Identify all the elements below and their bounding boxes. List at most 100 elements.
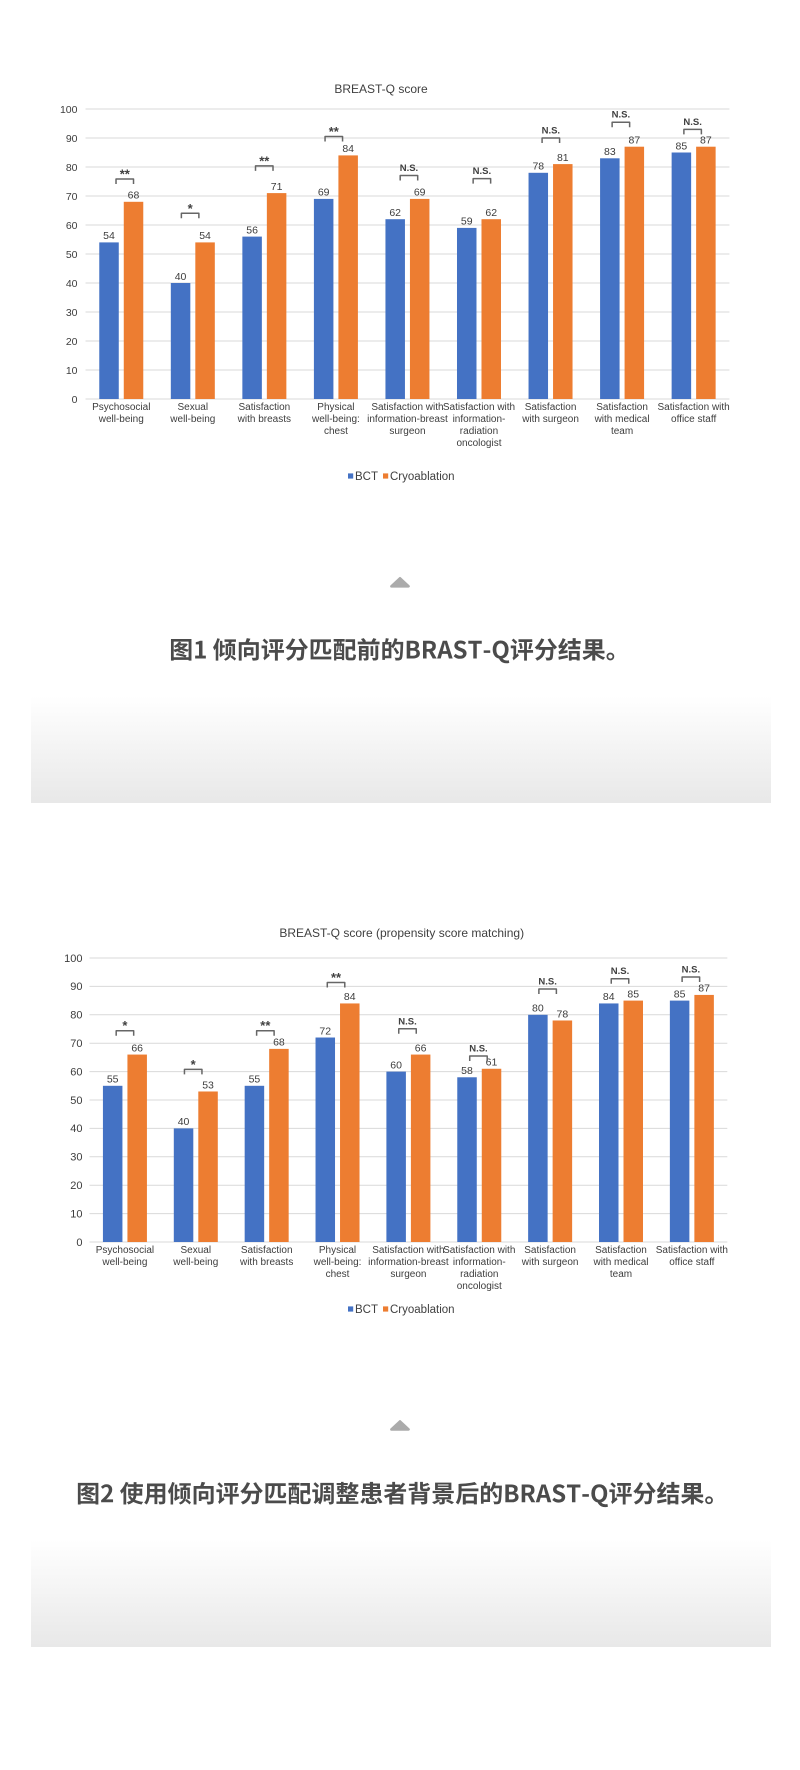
svg-text:N.S.: N.S. (473, 166, 491, 177)
svg-text:20: 20 (70, 1180, 82, 1192)
svg-text:N.S.: N.S. (682, 965, 700, 976)
svg-text:Satisfaction: Satisfaction (239, 402, 291, 413)
svg-text:team: team (611, 426, 633, 437)
svg-text:68: 68 (273, 1037, 285, 1049)
svg-text:80: 80 (66, 162, 78, 174)
svg-text:with breasts: with breasts (239, 1257, 293, 1268)
svg-text:0: 0 (76, 1237, 82, 1249)
svg-text:40: 40 (66, 278, 78, 290)
svg-text:100: 100 (60, 104, 78, 116)
svg-text:68: 68 (128, 190, 140, 202)
svg-text:Psychosocial: Psychosocial (92, 402, 150, 413)
svg-text:54: 54 (199, 230, 211, 242)
svg-text:Sexual: Sexual (178, 402, 209, 413)
svg-text:N.S.: N.S. (469, 1044, 487, 1055)
svg-text:information-breast: information-breast (368, 1257, 449, 1268)
svg-text:BREAST-Q score: BREAST-Q score (334, 82, 428, 96)
svg-text:62: 62 (389, 207, 401, 219)
svg-text:53: 53 (202, 1079, 214, 1091)
svg-text:78: 78 (532, 161, 544, 173)
svg-text:Satisfaction with: Satisfaction with (656, 1245, 728, 1256)
svg-text:20: 20 (66, 336, 78, 348)
svg-text:50: 50 (70, 1095, 82, 1107)
svg-text:Physical: Physical (319, 1245, 356, 1256)
svg-text:Satisfaction with: Satisfaction with (371, 402, 443, 413)
svg-text:Satisfaction with: Satisfaction with (443, 1245, 515, 1256)
svg-text:Sexual: Sexual (181, 1245, 212, 1256)
svg-text:60: 60 (66, 220, 78, 232)
svg-text:BCT: BCT (355, 1304, 378, 1316)
svg-text:radiation: radiation (460, 1269, 498, 1280)
svg-text:radiation: radiation (460, 426, 498, 437)
svg-text:81: 81 (557, 152, 569, 164)
svg-text:**: ** (329, 124, 340, 139)
svg-text:69: 69 (318, 187, 330, 199)
svg-text:66: 66 (131, 1042, 143, 1054)
svg-text:50: 50 (66, 249, 78, 261)
svg-text:70: 70 (66, 191, 78, 203)
svg-text:N.S.: N.S. (542, 126, 560, 137)
svg-text:with medical: with medical (592, 1257, 648, 1268)
svg-text:Satisfaction: Satisfaction (241, 1245, 293, 1256)
svg-text:office staff: office staff (669, 1257, 714, 1268)
svg-text:with medical: with medical (594, 414, 650, 425)
svg-text:87: 87 (698, 983, 710, 995)
svg-text:with surgeon: with surgeon (521, 414, 579, 425)
svg-text:well-being: well-being (169, 414, 215, 425)
svg-text:N.S.: N.S. (611, 966, 629, 977)
svg-text:Psychosocial: Psychosocial (96, 1245, 154, 1256)
svg-text:84: 84 (344, 991, 356, 1003)
svg-text:84: 84 (603, 991, 615, 1003)
svg-text:N.S.: N.S. (683, 117, 701, 128)
svg-text:59: 59 (461, 216, 473, 228)
svg-text:office staff: office staff (671, 414, 716, 425)
svg-text:*: * (188, 201, 194, 216)
svg-text:BCT: BCT (355, 471, 378, 483)
svg-text:85: 85 (627, 988, 639, 1000)
svg-text:Physical: Physical (317, 402, 354, 413)
svg-text:55: 55 (107, 1074, 119, 1086)
svg-text:87: 87 (628, 135, 640, 147)
svg-text:with surgeon: with surgeon (521, 1257, 579, 1268)
svg-text:84: 84 (342, 143, 354, 155)
svg-text:*: * (122, 1018, 128, 1033)
svg-text:**: ** (120, 167, 131, 182)
svg-text:69: 69 (414, 187, 426, 199)
svg-text:71: 71 (271, 181, 283, 193)
svg-text:60: 60 (390, 1059, 402, 1071)
svg-text:56: 56 (246, 224, 258, 236)
svg-text:surgeon: surgeon (389, 426, 425, 437)
svg-text:team: team (610, 1269, 632, 1280)
svg-text:54: 54 (103, 230, 115, 242)
svg-text:55: 55 (249, 1074, 261, 1086)
svg-text:85: 85 (674, 988, 686, 1000)
svg-text:10: 10 (70, 1208, 82, 1220)
svg-text:Satisfaction with: Satisfaction with (372, 1245, 444, 1256)
svg-text:well-being: well-being (98, 414, 144, 425)
svg-text:**: ** (259, 153, 270, 168)
svg-text:Satisfaction with: Satisfaction with (657, 402, 729, 413)
svg-text:80: 80 (532, 1003, 544, 1015)
svg-text:chest: chest (326, 1269, 350, 1280)
svg-text:*: * (191, 1057, 197, 1072)
svg-text:well-being:: well-being: (311, 414, 360, 425)
svg-text:40: 40 (70, 1123, 82, 1135)
svg-text:40: 40 (175, 271, 187, 283)
svg-text:0: 0 (72, 394, 78, 406)
svg-text:BREAST-Q score (propensity sco: BREAST-Q score (propensity score matchin… (279, 926, 524, 940)
svg-text:30: 30 (70, 1152, 82, 1164)
svg-text:Satisfaction: Satisfaction (524, 1245, 576, 1256)
svg-text:90: 90 (70, 981, 82, 993)
svg-text:well-being:: well-being: (313, 1257, 362, 1268)
svg-text:58: 58 (461, 1065, 473, 1077)
svg-text:61: 61 (486, 1057, 498, 1069)
svg-text:100: 100 (64, 953, 82, 965)
svg-text:Cryoablation: Cryoablation (390, 471, 455, 483)
svg-text:70: 70 (70, 1038, 82, 1050)
svg-text:Satisfaction with: Satisfaction with (443, 402, 515, 413)
svg-text:information-: information- (453, 1257, 506, 1268)
svg-text:87: 87 (700, 135, 712, 147)
svg-text:oncologist: oncologist (456, 438, 501, 449)
svg-text:62: 62 (485, 207, 497, 219)
svg-text:surgeon: surgeon (390, 1269, 426, 1280)
